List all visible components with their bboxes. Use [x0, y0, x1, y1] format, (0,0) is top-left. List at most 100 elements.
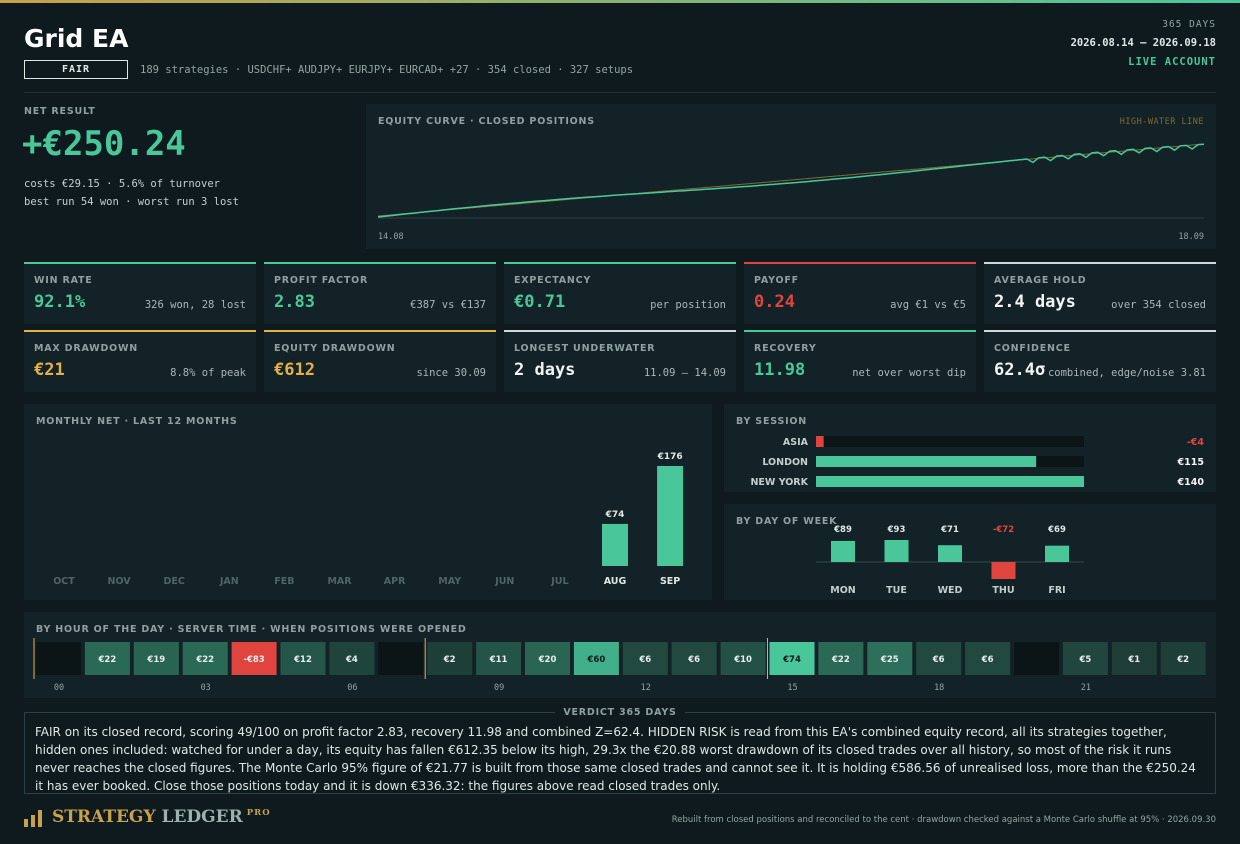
monthly-bar-label: €74 [605, 510, 625, 520]
metric-label: RECOVERY [754, 343, 817, 354]
hour-cell-value: -€83 [243, 655, 264, 665]
hour-of-day-heatmap: €22 €19 €22 -€83 €12 €4 €2 €11 €20 €60 €6 €6 €10 €74 €… [33, 638, 1206, 693]
session-value: €115 [1177, 457, 1204, 468]
hour-cell [525, 642, 570, 675]
day-of-week-bar [938, 545, 962, 562]
brand-word-1: STRATEGY [52, 807, 156, 827]
hour-tick-label: 21 [1081, 683, 1091, 693]
month-tick-label: NOV [108, 576, 132, 587]
equity-end-date: 18.09 [1178, 232, 1204, 242]
metric-note: per position [650, 299, 726, 311]
session-panel: ASIA -€4 LONDON €115 NEW YORK €140 BY SESSION [724, 404, 1216, 492]
hour-cell [182, 642, 228, 675]
equity-curve-panel: EQUITY CURVE · CLOSED POSITIONS HIGH-WAT… [366, 104, 1216, 249]
verdict-box: FAIR on its closed record, scoring 49/10… [24, 712, 1216, 794]
page-title: Grid EA [24, 24, 129, 53]
monthly-bar [657, 466, 684, 566]
hour-cell [769, 642, 815, 675]
day-of-week-title: BY DAY OF WEEK [736, 516, 838, 527]
session-bar [816, 456, 1037, 467]
hour-tick-label: 15 [787, 683, 797, 693]
brand-name: STRATEGY LEDGER PRO [52, 807, 271, 827]
metric-card-max-drawdown: MAX DRAWDOWN €21 8.8% of peak [24, 330, 256, 392]
hour-cell-value: €74 [782, 655, 801, 665]
day-of-week-label: THU [992, 585, 1014, 596]
strategy-summary: 189 strategies · USDCHF+ AUDJPY+ EURJPY+… [140, 64, 634, 76]
day-of-week-bar [991, 562, 1016, 580]
metric-value: 62.4σ [994, 360, 1046, 380]
day-of-week-bar [831, 540, 855, 562]
monthly-net-panel: OCT NOV DEC JAN FEB MAR APR MAY JUN JUL AUG €74 SEP €… [24, 404, 712, 600]
metric-note: net over worst dip [852, 367, 966, 379]
hour-cell-value: €6 [687, 655, 700, 665]
metric-label: PAYOFF [754, 275, 799, 286]
metric-label: LONGEST UNDERWATER [514, 343, 656, 354]
month-tick-label: SEP [660, 576, 680, 587]
metric-label: CONFIDENCE [994, 343, 1071, 354]
brand-word-2: LEDGER [161, 807, 243, 827]
month-tick-label: OCT [53, 576, 75, 587]
metric-note: 326 won, 28 lost [144, 299, 246, 311]
net-runs: best run 54 won · worst run 3 lost [24, 196, 239, 208]
metric-card-profit-factor: PROFIT FACTOR 2.83 €387 vs €137 [264, 262, 496, 324]
hour-cell [378, 642, 424, 675]
hour-cell [280, 642, 326, 675]
session-bar [816, 436, 824, 447]
metric-card-payoff: PAYOFF 0.24 avg €1 vs €5 [744, 262, 976, 324]
equity-start-date: 14.08 [378, 232, 404, 242]
hour-cell-value: €4 [345, 655, 358, 665]
metric-card-longest-underwater: LONGEST UNDERWATER 2 days 11.09 – 14.09 [504, 330, 736, 392]
hour-cell-value: €19 [146, 655, 165, 665]
hour-tick-label: 09 [494, 683, 504, 693]
hour-cell-value: €12 [293, 655, 312, 665]
hour-cell-value: €6 [638, 655, 651, 665]
account-type-badge: LIVE ACCOUNT [1128, 56, 1216, 68]
hour-cell-value: €6 [932, 655, 945, 665]
hour-cell-value: €22 [831, 655, 850, 665]
day-of-week-value: €69 [1047, 525, 1066, 535]
session-value: -€4 [1187, 437, 1205, 448]
month-tick-label: FEB [274, 576, 294, 587]
high-water-line-legend: HIGH-WATER LINE [1119, 117, 1204, 127]
metric-value: 92.1% [34, 292, 86, 312]
month-tick-label: APR [384, 576, 406, 587]
hour-cell [476, 642, 522, 675]
metric-value: €0.71 [514, 292, 566, 312]
session-value: €140 [1177, 477, 1205, 488]
metric-label: AVERAGE HOLD [994, 275, 1087, 286]
hour-cell [1160, 642, 1206, 675]
metric-label: MAX DRAWDOWN [34, 343, 139, 354]
metric-note: combined, edge/noise 3.81 [1047, 367, 1206, 379]
day-of-week-label: FRI [1048, 585, 1065, 596]
monthly-net-chart: OCT NOV DEC JAN FEB MAR APR MAY JUN JUL AUG €74 SEP €… [53, 452, 684, 587]
month-tick-label: MAY [438, 576, 461, 587]
equity-curve-chart [377, 143, 1205, 219]
day-of-week-label: TUE [886, 585, 907, 596]
high-water-line [377, 143, 1205, 217]
footer-note: Rebuilt from closed positions and reconc… [671, 815, 1216, 825]
hour-of-day-title: BY HOUR OF THE DAY · SERVER TIME · WHEN … [36, 624, 467, 635]
session-track [816, 436, 1084, 447]
day-of-week-value: €93 [887, 525, 906, 535]
metric-value: 2 days [514, 360, 576, 380]
metric-note: since 30.09 [416, 367, 486, 379]
period-days: 365 DAYS [1162, 19, 1216, 30]
month-tick-label: JAN [219, 576, 239, 587]
hour-cell-value: €11 [489, 655, 508, 665]
hour-cell [965, 642, 1011, 675]
month-tick-label: AUG [604, 576, 627, 587]
hour-of-day-panel: €22 €19 €22 -€83 €12 €4 €2 €11 €20 €60 €6 €6 €10 €74 €… [24, 612, 1216, 698]
metric-value: 2.83 [274, 292, 315, 312]
hour-cell [329, 642, 375, 675]
monthly-net-title: MONTHLY NET · LAST 12 MONTHS [36, 416, 238, 427]
month-tick-label: DEC [164, 576, 185, 587]
hour-cell [916, 642, 962, 675]
hour-cell-value: €2 [1176, 655, 1189, 665]
metric-card-expectancy: EXPECTANCY €0.71 per position [504, 262, 736, 324]
equity-line [377, 143, 1205, 218]
metric-note: 8.8% of peak [170, 367, 246, 379]
hour-tick-label: 18 [934, 683, 944, 693]
hour-cell [867, 642, 913, 675]
metric-label: EXPECTANCY [514, 275, 592, 286]
day-of-week-label: WED [938, 585, 963, 596]
